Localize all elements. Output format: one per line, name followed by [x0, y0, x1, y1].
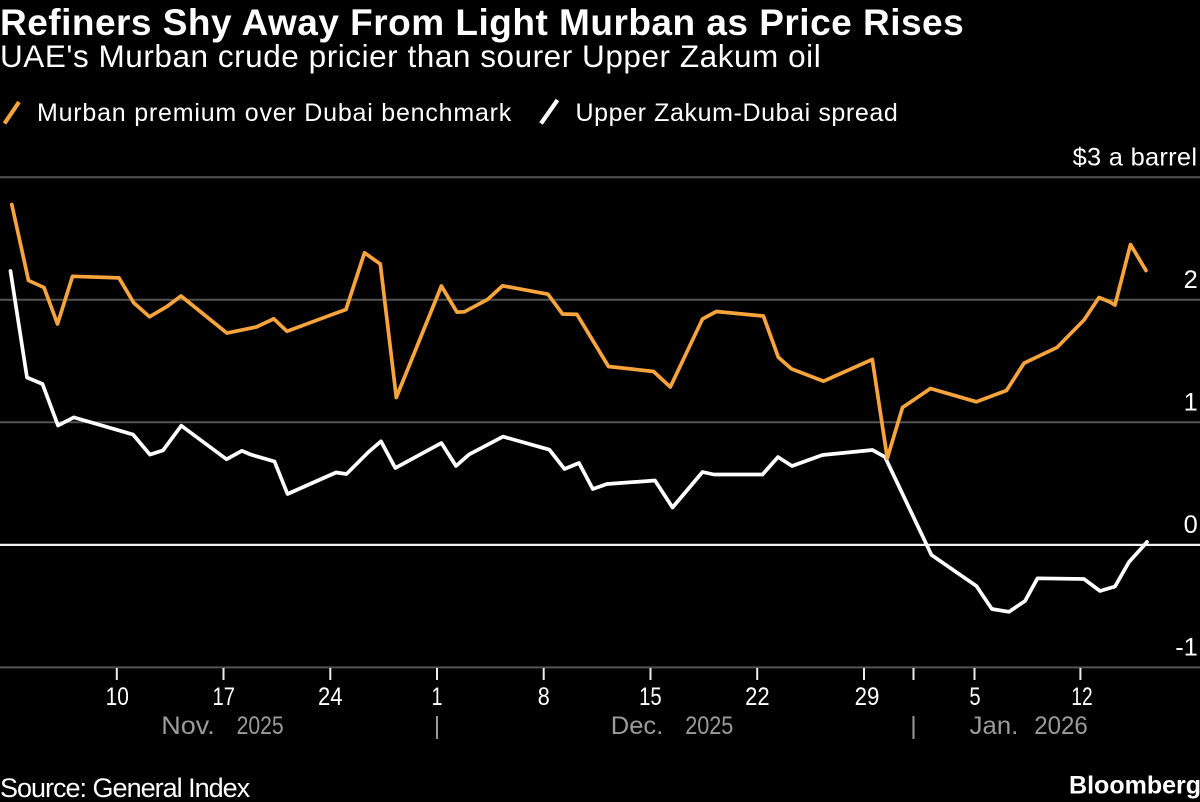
- svg-text:Refiners Shy Away From Light M: Refiners Shy Away From Light Murban as P…: [0, 2, 964, 43]
- svg-text:2025: 2025: [237, 713, 284, 740]
- svg-text:Source: General Index: Source: General Index: [0, 773, 251, 802]
- svg-text:12: 12: [1071, 684, 1092, 711]
- svg-text:29: 29: [855, 684, 880, 711]
- svg-text:17: 17: [213, 684, 236, 711]
- svg-text:Jan.: Jan.: [970, 713, 1019, 740]
- svg-text:5: 5: [969, 684, 980, 711]
- svg-text:24: 24: [318, 684, 343, 711]
- svg-text:|: |: [910, 713, 916, 740]
- svg-text:22: 22: [745, 684, 770, 711]
- svg-text:Nov.: Nov.: [161, 713, 215, 740]
- svg-text:|: |: [434, 713, 440, 740]
- svg-text:Bloomberg: Bloomberg: [1069, 772, 1200, 800]
- svg-text:2025: 2025: [685, 713, 733, 740]
- svg-text:-1: -1: [1175, 633, 1198, 661]
- svg-text:1: 1: [432, 684, 443, 711]
- svg-text:10: 10: [106, 684, 129, 711]
- svg-text:8: 8: [538, 684, 550, 711]
- svg-text:UAE's Murban crude pricier tha: UAE's Murban crude pricier than sourer U…: [0, 38, 821, 74]
- svg-text:15: 15: [639, 684, 662, 711]
- svg-text:Dec.: Dec.: [611, 713, 664, 740]
- svg-text:$3 a barrel: $3 a barrel: [1073, 143, 1198, 171]
- svg-text:Murban premium over Dubai benc: Murban premium over Dubai benchmark: [37, 99, 512, 127]
- svg-text:0: 0: [1184, 511, 1198, 539]
- svg-text:2026: 2026: [1034, 713, 1088, 740]
- svg-text:1: 1: [1184, 388, 1198, 416]
- svg-text:Upper Zakum-Dubai spread: Upper Zakum-Dubai spread: [576, 99, 899, 127]
- svg-text:2: 2: [1184, 266, 1198, 294]
